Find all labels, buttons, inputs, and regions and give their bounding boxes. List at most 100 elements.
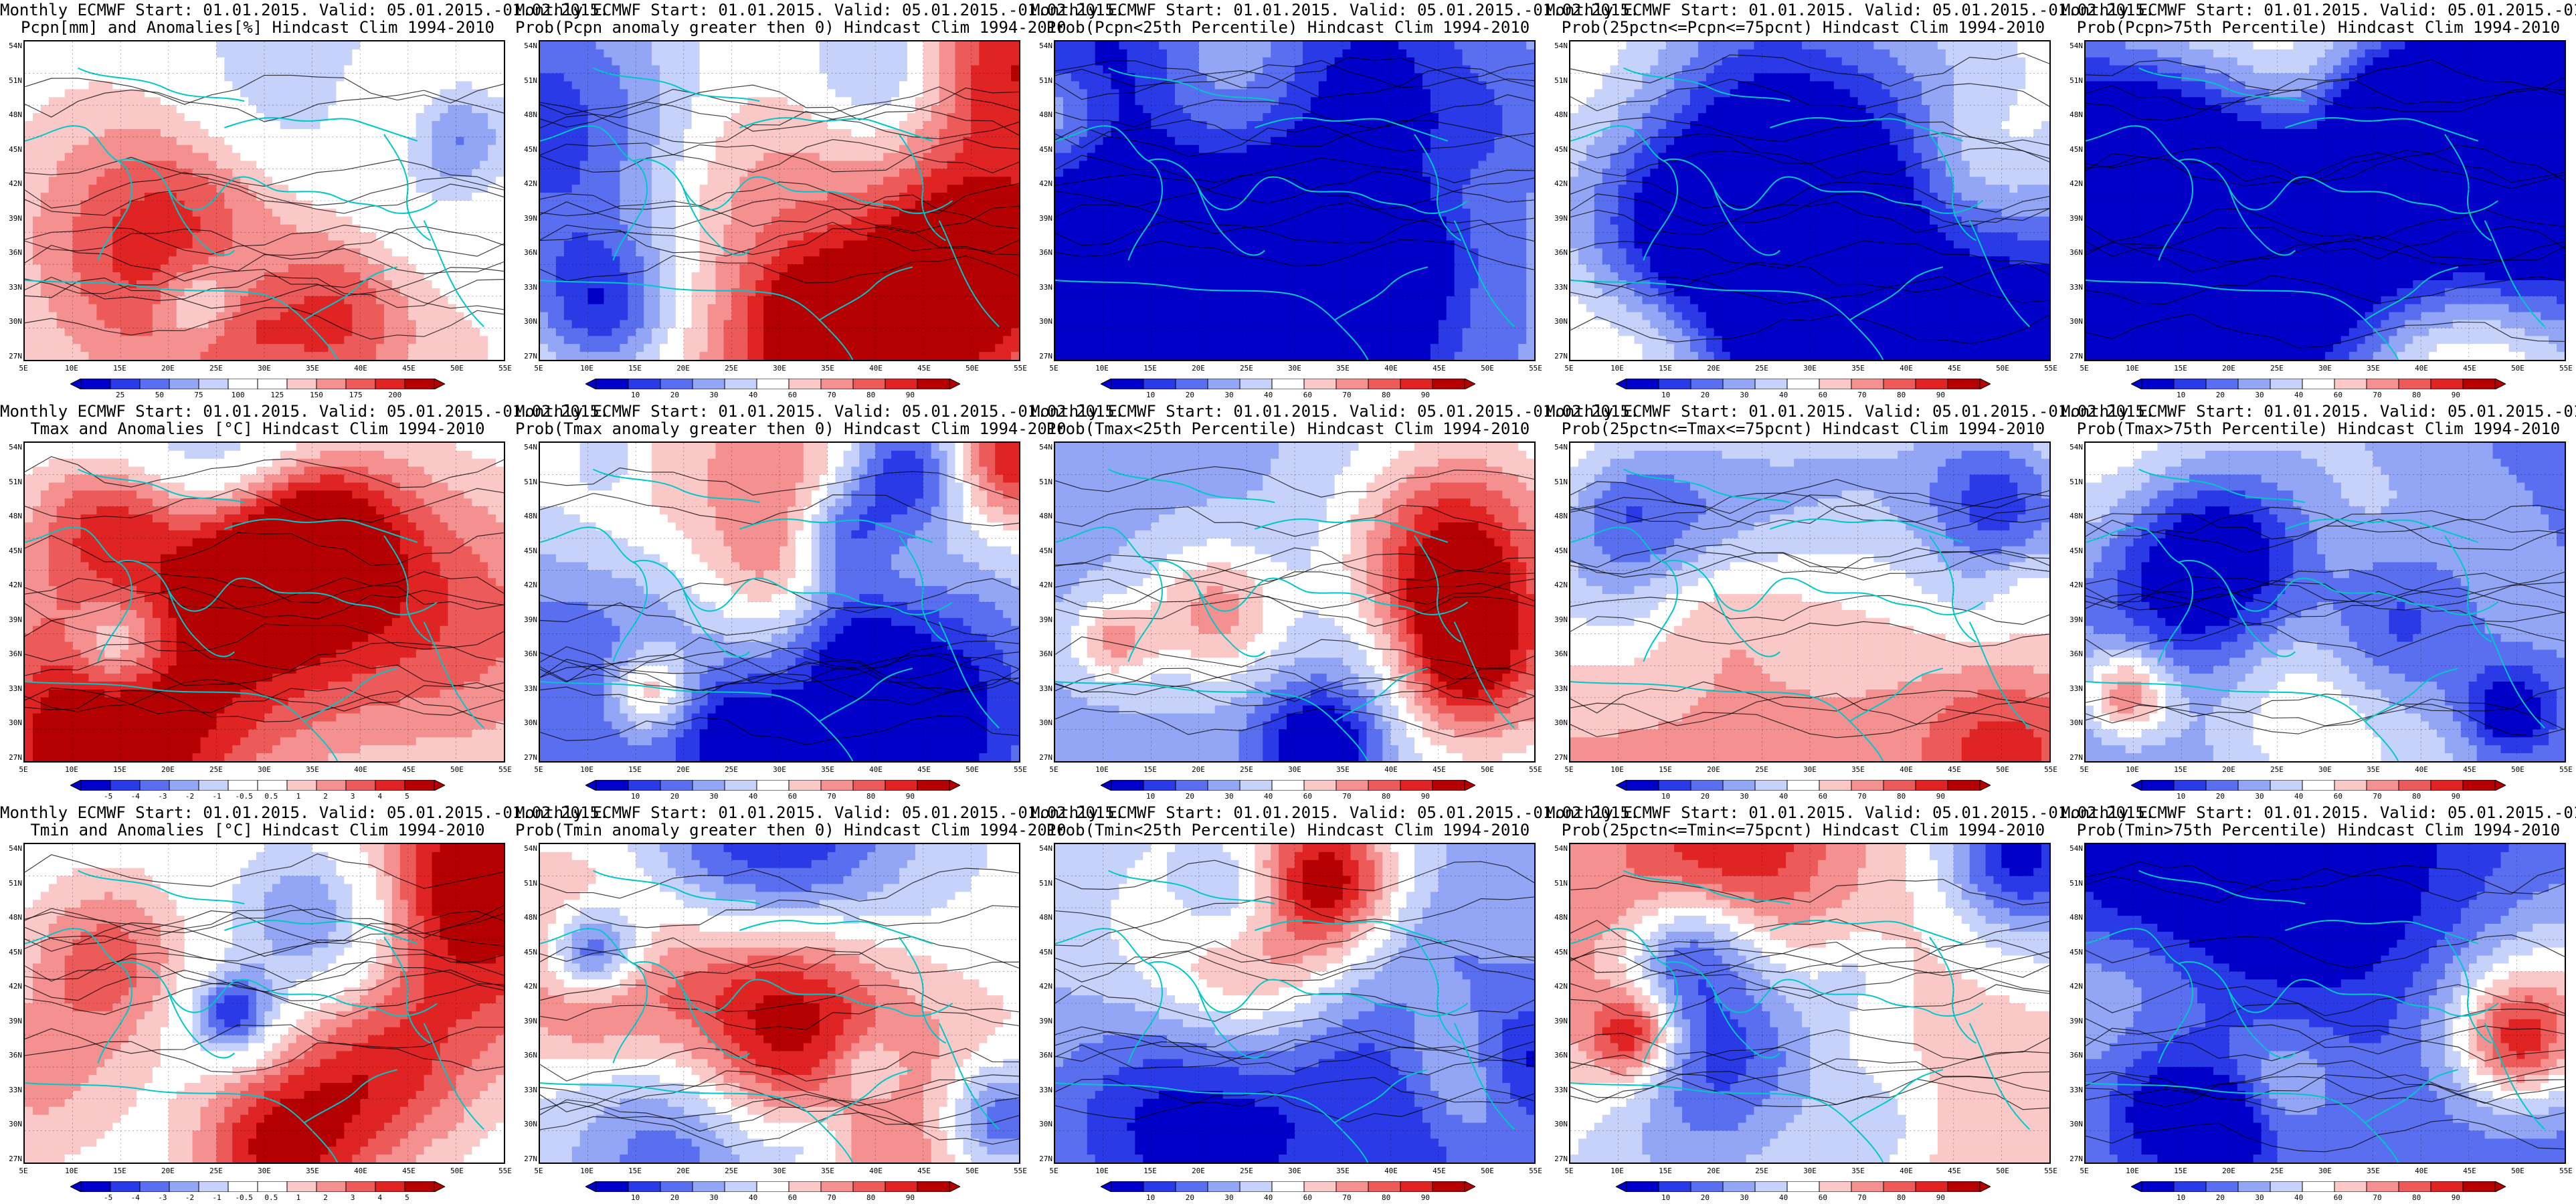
colorbar-label: 40 <box>740 391 767 399</box>
colorbar-label: 70 <box>1849 1193 1875 1202</box>
colorbar-label: 3 <box>339 792 366 801</box>
colorbar-segment <box>316 1181 347 1192</box>
coastline <box>2086 681 2399 761</box>
panel-title-line-1: Monthly ECMWF Start: 01.01.2015. Valid: … <box>1030 804 1639 821</box>
colorbar-label: -1 <box>203 1193 230 1202</box>
colorbar-segment <box>139 379 170 389</box>
latitude-label: 36N <box>1546 1051 1568 1060</box>
longitude-label: 5E <box>1556 364 1582 373</box>
colorbar-segment <box>110 379 141 389</box>
latitude-label: 36N <box>515 248 537 257</box>
latitude-label: 30N <box>2061 317 2083 326</box>
longitude-label: 25E <box>718 1167 745 1175</box>
colorbar-label: -5 <box>95 1193 122 1202</box>
map-panel-r3c1: Monthly ECMWF Start: 01.01.2015. Valid: … <box>0 803 609 1204</box>
contour-line <box>25 225 504 260</box>
colorbar <box>585 379 960 389</box>
colorbar-label: 30 <box>2246 391 2273 399</box>
colorbar-segment <box>2270 379 2303 389</box>
latitude-label: 51N <box>515 478 537 486</box>
longitude-label: 55E <box>2037 1167 2064 1175</box>
colorbar-label: 4 <box>367 1193 393 1202</box>
latitude-label: 36N <box>515 1051 537 1060</box>
latitude-label: 48N <box>515 512 537 520</box>
coastline <box>1770 117 1964 142</box>
panel-title-line-2: Pcpn[mm] and Anomalies[%] Hindcast Clim … <box>0 19 515 36</box>
colorbar-label: 30 <box>1731 1193 1758 1202</box>
coastline <box>2086 1082 2399 1163</box>
latitude-label: 30N <box>1546 718 1568 727</box>
contour-line <box>1055 666 1534 702</box>
contour-line <box>1055 553 1534 582</box>
contour-line <box>1055 927 1534 963</box>
colorbar-segment <box>2398 1181 2431 1192</box>
coastline <box>1197 187 1265 256</box>
contour-line <box>1570 939 2049 973</box>
latitude-label: 45N <box>1546 145 1568 154</box>
longitude-label: 40E <box>347 1167 374 1175</box>
coastline <box>2484 1023 2545 1130</box>
map-field-svg <box>1570 844 2049 1163</box>
coastline <box>117 961 278 1013</box>
latitude-label: 54N <box>1030 443 1052 452</box>
map-panel-r2c5: Monthly ECMWF Start: 01.01.2015. Valid: … <box>2061 401 2576 803</box>
contour-line <box>1570 1054 2049 1084</box>
colorbar-label: 0.5 <box>258 792 284 801</box>
longitude-label: 35E <box>2360 364 2387 373</box>
contour-line <box>2086 591 2565 626</box>
colorbar-arrow-right <box>2494 379 2506 389</box>
map-panel-r2c2: Monthly ECMWF Start: 01.01.2015. Valid: … <box>515 401 1124 803</box>
colorbar-label: 5 <box>393 1193 420 1202</box>
colorbar-label: 30 <box>2246 792 2273 801</box>
forecast-map <box>1054 843 1536 1164</box>
coastline <box>2178 158 2339 211</box>
colorbar-segment <box>1143 780 1176 791</box>
panel-title-line-2: Prob(25pctn<=Pcpn<=75pcnt) Hindcast Clim… <box>1546 19 2061 36</box>
contour-line <box>1055 60 1534 88</box>
contour-line <box>25 853 504 889</box>
longitude-label: 35E <box>814 765 841 774</box>
contour-line <box>25 488 504 523</box>
colorbar-segment <box>724 780 757 791</box>
colorbar-label: 90 <box>1412 391 1439 399</box>
coastline <box>1453 1023 1515 1130</box>
contour-line <box>25 910 504 945</box>
contour-line <box>1055 466 1534 498</box>
longitude-label: 25E <box>2264 364 2290 373</box>
coastline <box>1334 668 1429 722</box>
contour-line <box>25 904 504 936</box>
colorbar-label: 80 <box>1373 391 1400 399</box>
contour-line <box>1570 969 2049 999</box>
colorbar-arrow-left <box>70 379 82 389</box>
coastline <box>1663 961 1824 1013</box>
colorbar-arrow-right <box>1979 1181 1991 1192</box>
contour-line <box>1055 547 1534 581</box>
colorbar-segment <box>1111 1181 1144 1192</box>
contour-line <box>25 620 504 652</box>
longitude-label: 40E <box>862 1167 889 1175</box>
latitude-label: 39N <box>1030 214 1052 223</box>
longitude-label: 30E <box>1281 1167 1308 1175</box>
latitude-label: 27N <box>2061 1155 2083 1163</box>
colorbar-segment <box>2334 780 2367 791</box>
coastline <box>1968 1023 2030 1130</box>
colorbar-label: 40 <box>740 792 767 801</box>
colorbar-segment <box>1883 379 1916 389</box>
map-panel-r1c5: Monthly ECMWF Start: 01.01.2015. Valid: … <box>2061 0 2576 401</box>
longitude-label: 50E <box>1989 765 2016 774</box>
coastline <box>304 1069 398 1124</box>
longitude-label: 30E <box>251 1167 278 1175</box>
coastline <box>682 187 750 256</box>
contour-line <box>1570 984 2049 1018</box>
longitude-label: 45E <box>395 364 422 373</box>
panel-title-line-1: Monthly ECMWF Start: 01.01.2015. Valid: … <box>1030 403 1639 420</box>
coastline <box>2227 588 2296 658</box>
coastline <box>1849 266 1944 321</box>
coastline <box>2285 920 2479 944</box>
colorbar-segment <box>1722 780 1756 791</box>
colorbar-segment <box>885 780 918 791</box>
contour-line <box>25 587 504 621</box>
contour-line <box>25 1041 504 1073</box>
latitude-label: 27N <box>1546 1155 1568 1163</box>
colorbar-segment <box>628 1181 661 1192</box>
